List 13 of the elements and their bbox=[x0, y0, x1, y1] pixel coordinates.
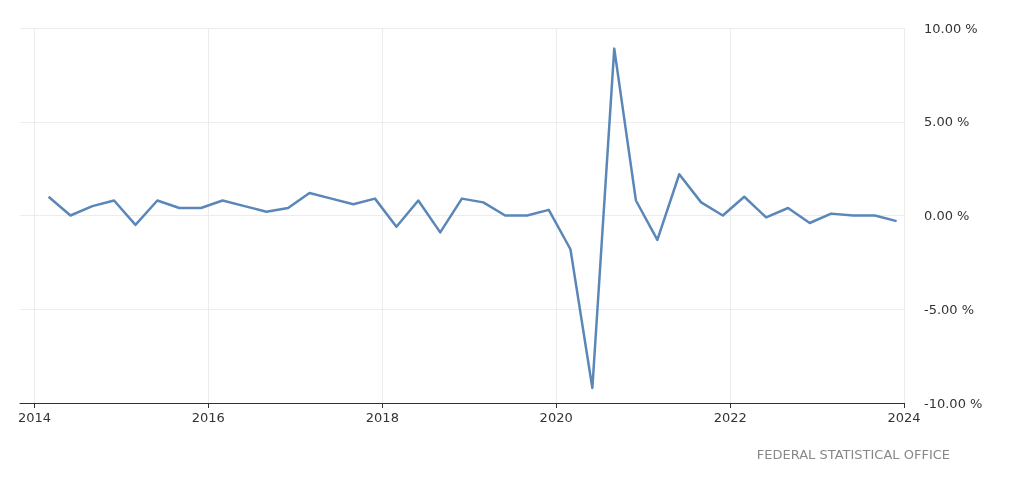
line-series bbox=[47, 47, 898, 390]
y-tick-label: 10.00 % bbox=[924, 20, 978, 36]
y-tick-label: 5.00 % bbox=[924, 114, 970, 130]
x-tick-label: 2014 bbox=[17, 410, 52, 425]
x-tick-label: 2022 bbox=[713, 410, 747, 425]
x-tick-label: 2024 bbox=[887, 410, 921, 425]
x-tick-label: 2016 bbox=[191, 410, 225, 425]
y-tick-label: -10.00 % bbox=[924, 395, 983, 411]
y-tick-label: 0.00 % bbox=[924, 208, 970, 223]
y-tick-label: -5.00 % bbox=[924, 301, 975, 317]
x-tick-label: 2020 bbox=[539, 410, 573, 425]
x-tick-label: 2018 bbox=[365, 410, 399, 425]
text: FEDERAL STATISTICAL OFFICE bbox=[756, 447, 950, 462]
